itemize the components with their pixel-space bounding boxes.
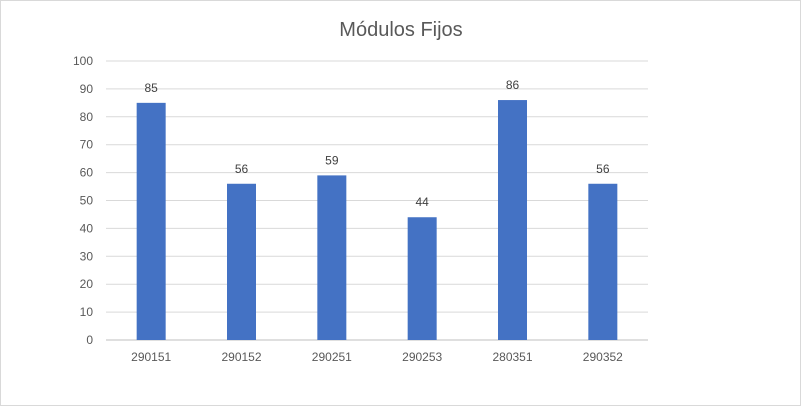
y-tick-label: 60	[80, 166, 94, 180]
data-label: 59	[325, 153, 339, 167]
x-axis-ticks: 290151 290152 290251 290253 280351 290352	[131, 350, 623, 364]
data-label: 85	[144, 81, 158, 95]
data-label: 56	[235, 162, 249, 176]
gridlines	[106, 60, 648, 341]
data-label: 44	[415, 195, 429, 209]
x-tick-label: 290151	[131, 350, 171, 364]
y-tick-label: 0	[86, 333, 93, 347]
y-tick-label: 80	[80, 110, 94, 124]
x-tick-label: 280351	[492, 350, 532, 364]
x-tick-label: 290251	[312, 350, 352, 364]
data-labels: 85 56 59 44 86 56	[144, 78, 609, 209]
chart-title: Módulos Fijos	[339, 19, 462, 41]
data-label: 86	[506, 78, 520, 92]
y-tick-label: 90	[80, 82, 94, 96]
bar	[317, 175, 347, 340]
x-tick-label: 290352	[583, 350, 623, 364]
bars	[136, 100, 618, 340]
bar	[498, 100, 527, 340]
y-tick-label: 30	[80, 249, 94, 263]
y-tick-label: 100	[73, 54, 93, 68]
x-tick-label: 290253	[402, 350, 442, 364]
bar	[227, 183, 256, 340]
y-tick-label: 50	[80, 194, 94, 208]
bar	[136, 102, 166, 340]
y-tick-label: 10	[80, 305, 94, 319]
y-tick-label: 20	[80, 277, 94, 291]
x-tick-label: 290152	[221, 350, 261, 364]
y-tick-label: 70	[80, 138, 94, 152]
data-label: 56	[596, 162, 610, 176]
y-axis-ticks: 0 10 20 30 40 50 60 70 80 90 100	[73, 54, 93, 347]
bar	[588, 183, 618, 340]
y-tick-label: 40	[80, 221, 94, 235]
bar	[407, 217, 437, 340]
